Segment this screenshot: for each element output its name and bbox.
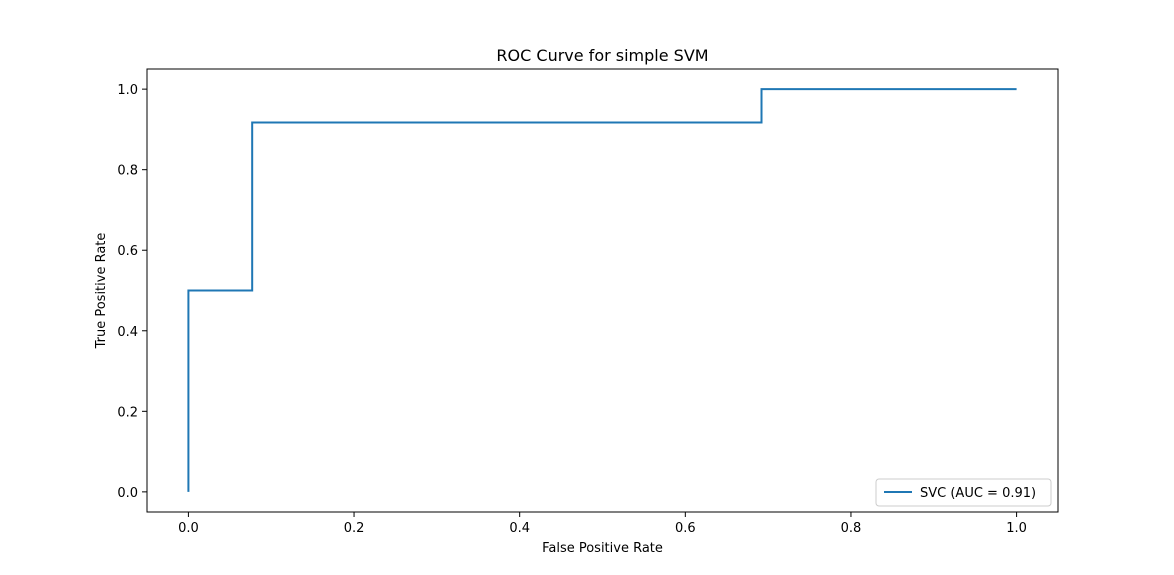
series-line-0: [187, 88, 1017, 492]
y-tick-label: 0.8: [117, 164, 138, 179]
y-tick-label: 1.0: [117, 83, 138, 98]
plot-frame: [146, 68, 1059, 513]
x-tick-label: 0.6: [675, 521, 696, 536]
series-layer: [187, 88, 1017, 492]
legend-label-svc: SVC (AUC = 0.91): [920, 486, 1036, 501]
y-tick-label: 0.2: [117, 405, 138, 420]
x-tick-label: 1.0: [1006, 521, 1027, 536]
y-tick-label: 0.6: [117, 244, 138, 259]
x-axis-ticks: 0.0 0.2 0.4 0.6 0.8 1.0: [178, 512, 1027, 536]
y-tick-label: 0.4: [117, 325, 138, 340]
y-tick-label: 0.0: [117, 486, 138, 501]
y-axis-label: True Positive Rate: [94, 233, 109, 350]
chart-title: ROC Curve for simple SVM: [496, 46, 708, 65]
x-tick-label: 0.8: [841, 521, 862, 536]
y-axis-ticks: 0.0 0.2 0.4 0.6 0.8 1.0: [117, 83, 147, 501]
x-tick-label: 0.0: [178, 521, 199, 536]
legend-box: [875, 478, 1052, 507]
x-tick-label: 0.2: [344, 521, 365, 536]
legend: SVC (AUC = 0.91): [875, 478, 1052, 507]
x-tick-label: 0.4: [509, 521, 530, 536]
x-axis-label: False Positive Rate: [542, 541, 663, 556]
